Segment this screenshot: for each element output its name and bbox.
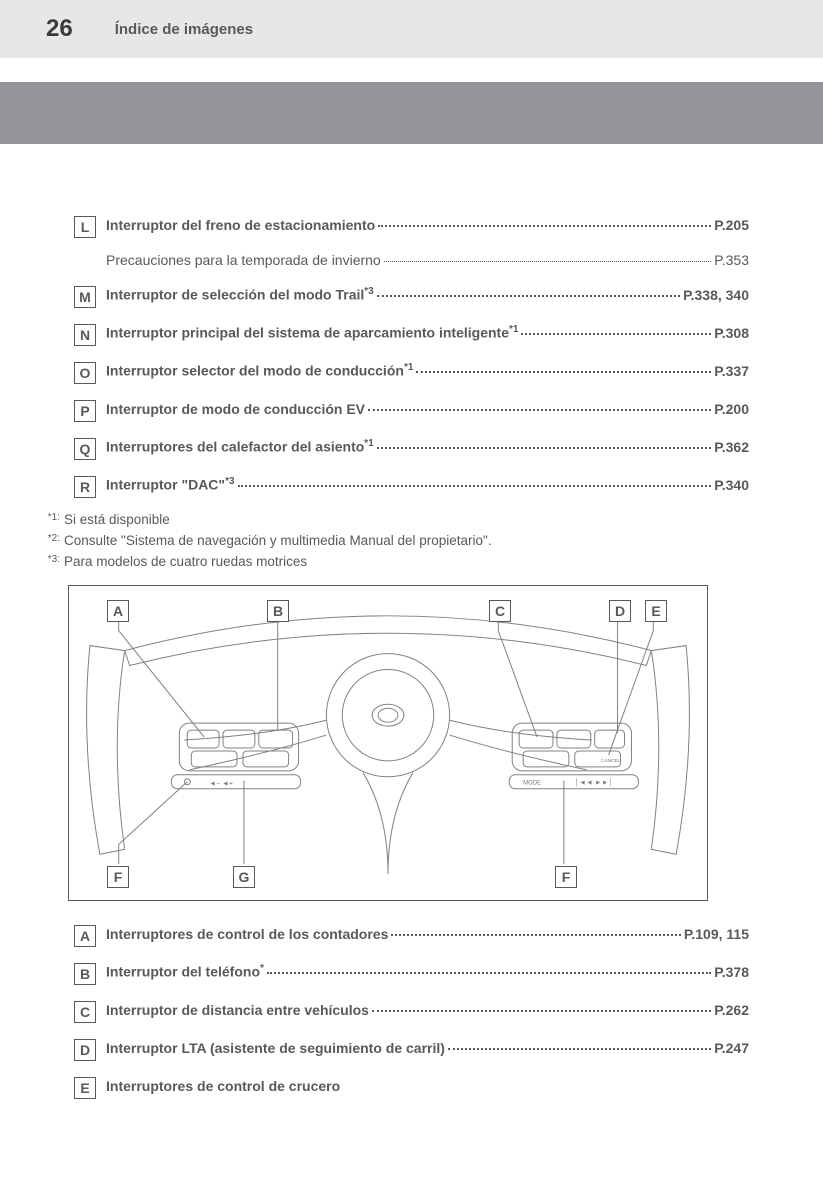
page-header: 26 Índice de imágenes [0, 0, 823, 58]
index-entry: R Interruptor "DAC"*3 P.340 [74, 474, 749, 496]
upper-index-list: L Interruptor del freno de estacionamient… [74, 214, 749, 496]
page-ref: P.362 [714, 439, 749, 455]
leader-dots [372, 1010, 711, 1012]
page-number: 26 [46, 15, 73, 43]
index-entry: B Interruptor del teléfono* P.378 [74, 961, 749, 983]
footnote-text: Para modelos de cuatro ruedas motrices [64, 554, 307, 569]
lower-index-list: A Interruptores de control de los contado… [74, 923, 749, 1097]
leader-dots [521, 333, 711, 335]
superscript: *1 [404, 362, 413, 373]
diagram-label-bottom: G [233, 866, 255, 888]
index-entry: Precauciones para la temporada de invier… [74, 252, 749, 268]
entry-description: Interruptor de modo de conducción EV [106, 401, 365, 417]
page-ref: P.200 [714, 401, 749, 417]
diagram-label-top: C [489, 600, 511, 622]
index-entry: Q Interruptores del calefactor del asient… [74, 436, 749, 458]
svg-text:│◄◄ ►►│: │◄◄ ►►│ [575, 778, 613, 788]
page-ref: P.337 [714, 363, 749, 379]
letter-box: M [74, 286, 96, 308]
leader-dots [377, 447, 711, 449]
diagram-svg: ◄− ◄+ CANCEL MODE │◄◄ ►►│ [69, 586, 707, 900]
page-ref: P.378 [714, 964, 749, 980]
index-entry: M Interruptor de selección del modo Trail… [74, 284, 749, 306]
letter-box: B [74, 963, 96, 985]
leader-dots [377, 295, 680, 297]
footnotes: *1: Si está disponible *2: Consulte "Sist… [42, 512, 749, 569]
leader-dots [416, 371, 711, 373]
letter-box: P [74, 400, 96, 422]
footnote-mark: *3: [42, 554, 60, 569]
leader-dots [378, 225, 711, 227]
svg-text:◄− ◄+: ◄− ◄+ [209, 781, 233, 788]
entry-description: Interruptor de distancia entre vehículos [106, 1002, 369, 1018]
page-ref: P.109, 115 [684, 926, 749, 942]
index-entry: A Interruptores de control de los contado… [74, 923, 749, 945]
letter-box: R [74, 476, 96, 498]
page-ref: P.340 [714, 477, 749, 493]
letter-box: D [74, 1039, 96, 1061]
page-ref: P.247 [714, 1040, 749, 1056]
footnote-text: Consulte "Sistema de navegación y multim… [64, 533, 492, 548]
page-ref: P.262 [714, 1002, 749, 1018]
page-ref: P.338, 340 [683, 287, 749, 303]
footnote: *2: Consulte "Sistema de navegación y mu… [42, 533, 749, 548]
page-ref: P.353 [714, 252, 749, 268]
main-content: L Interruptor del freno de estacionamient… [0, 140, 823, 1097]
svg-text:CANCEL: CANCEL [601, 758, 621, 764]
leader-dots [391, 934, 680, 936]
footnote-mark: *2: [42, 533, 60, 548]
index-entry: P Interruptor de modo de conducción EV P.2… [74, 398, 749, 420]
leader-dots [448, 1048, 711, 1050]
superscript: *1 [364, 438, 373, 449]
steering-wheel-diagram: ◄− ◄+ CANCEL MODE │◄◄ ►►│ [68, 585, 708, 901]
index-entry: O Interruptor selector del modo de conduc… [74, 360, 749, 382]
leader-dots [267, 972, 711, 974]
svg-text:MODE: MODE [523, 781, 541, 787]
letter-box: E [74, 1077, 96, 1099]
index-entry: C Interruptor de distancia entre vehículo… [74, 999, 749, 1021]
superscript: * [260, 963, 264, 974]
entry-description: Interruptor "DAC"*3 [106, 476, 235, 493]
letter-box: Q [74, 438, 96, 460]
entry-description: Interruptor selector del modo de conducc… [106, 362, 413, 379]
superscript: *1 [509, 324, 518, 335]
entry-description: Interruptor de selección del modo Trail*… [106, 286, 374, 303]
diagram-label-top: E [645, 600, 667, 622]
letter-box: N [74, 324, 96, 346]
index-entry: E Interruptores de control de crucero [74, 1075, 749, 1097]
diagram-label-top: A [107, 600, 129, 622]
diagram-label-top: B [267, 600, 289, 622]
leader-dots [368, 409, 711, 411]
diagram-label-bottom: F [107, 866, 129, 888]
entry-description: Interruptores de control de los contador… [106, 926, 388, 942]
entry-description: Interruptor principal del sistema de apa… [106, 324, 518, 341]
superscript: *3 [225, 476, 234, 487]
letter-box: O [74, 362, 96, 384]
entry-description: Precauciones para la temporada de invier… [106, 252, 381, 268]
header-title: Índice de imágenes [115, 21, 253, 38]
letter-box: L [74, 216, 96, 238]
diagram-label-top: D [609, 600, 631, 622]
leader-dots [384, 261, 711, 262]
entry-description: Interruptores del calefactor del asiento… [106, 438, 374, 455]
index-entry: L Interruptor del freno de estacionamient… [74, 214, 749, 236]
superscript: *3 [364, 286, 373, 297]
letter-box: A [74, 925, 96, 947]
leader-dots [238, 485, 712, 487]
footnote-text: Si está disponible [64, 512, 170, 527]
diagram-label-bottom: F [555, 866, 577, 888]
entry-description: Interruptores de control de crucero [106, 1078, 340, 1094]
footnote: *3: Para modelos de cuatro ruedas motric… [42, 554, 749, 569]
page-ref: P.205 [714, 217, 749, 233]
entry-description: Interruptor LTA (asistente de seguimient… [106, 1040, 445, 1056]
page-ref: P.308 [714, 325, 749, 341]
entry-description: Interruptor del teléfono* [106, 963, 264, 980]
index-entry: N Interruptor principal del sistema de ap… [74, 322, 749, 344]
gray-band [0, 82, 823, 144]
letter-box: C [74, 1001, 96, 1023]
entry-description: Interruptor del freno de estacionamiento [106, 217, 375, 233]
footnote: *1: Si está disponible [42, 512, 749, 527]
index-entry: D Interruptor LTA (asistente de seguimien… [74, 1037, 749, 1059]
footnote-mark: *1: [42, 512, 60, 527]
